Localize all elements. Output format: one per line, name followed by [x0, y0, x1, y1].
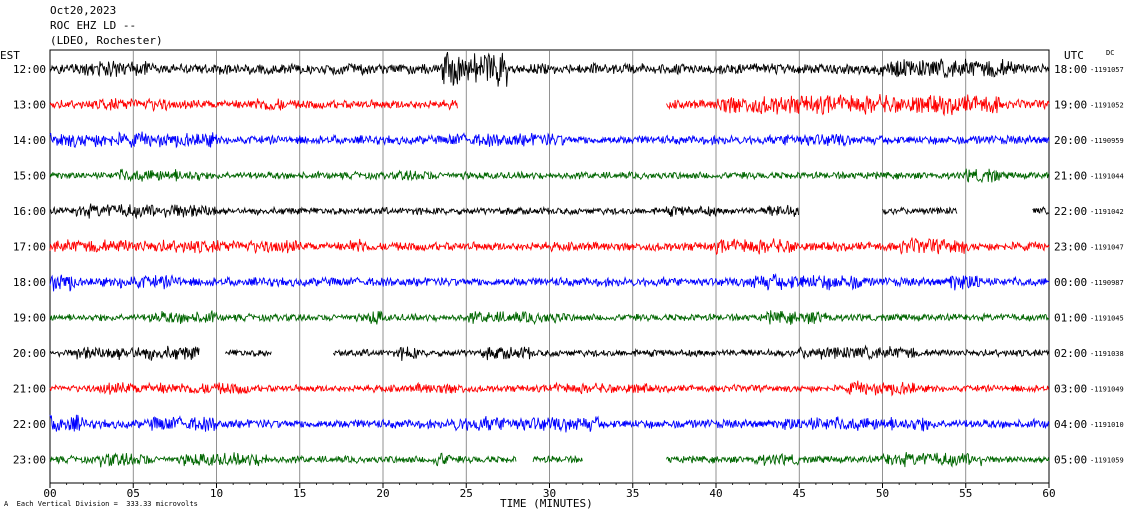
x-tick-label: 15	[293, 487, 306, 500]
dc-axis-label: DC	[1106, 49, 1115, 57]
est-hour-label: 19:00	[13, 312, 46, 325]
utc-hour-label: 19:00	[1054, 99, 1087, 112]
trace-line	[49, 310, 1050, 326]
trace-line	[49, 168, 1050, 184]
dc-offset-label: -1190987	[1090, 279, 1124, 287]
x-tick-label: 10	[210, 487, 223, 500]
trace-line	[49, 272, 1050, 292]
est-hour-label: 14:00	[13, 134, 46, 147]
scale-footnote: A Each Vertical Division = 333.33 microv…	[4, 500, 198, 508]
est-hour-label: 13:00	[13, 99, 46, 112]
dc-offset-label: -1191010	[1090, 421, 1124, 429]
trace-line	[49, 131, 1050, 149]
x-tick-label: 55	[959, 487, 972, 500]
est-hour-label: 23:00	[13, 454, 46, 467]
trace-line	[49, 237, 1050, 256]
utc-hour-label: 21:00	[1054, 170, 1087, 183]
x-tick-label: 35	[626, 487, 639, 500]
trace-line	[49, 94, 1050, 117]
dc-offset-label: -1190959	[1090, 137, 1124, 145]
trace-line	[49, 203, 1050, 220]
x-tick-label: 60	[1042, 487, 1055, 500]
est-hour-label: 20:00	[13, 347, 46, 360]
footnote-mark: A	[4, 500, 9, 508]
est-hour-label: 18:00	[13, 276, 46, 289]
dc-offset-label: -1191045	[1090, 315, 1124, 323]
utc-hour-label: 22:00	[1054, 205, 1087, 218]
dc-offset-label: -1191044	[1090, 173, 1124, 181]
utc-hour-label: 18:00	[1054, 63, 1087, 76]
utc-hour-label: 00:00	[1054, 276, 1087, 289]
dc-offset-label: -1191059	[1090, 457, 1124, 465]
utc-hour-label: 23:00	[1054, 241, 1087, 254]
footnote-text: Each Vertical Division = 333.33 microvol…	[16, 500, 198, 508]
dc-offset-label: -1191042	[1090, 208, 1124, 216]
utc-hour-label: 04:00	[1054, 418, 1087, 431]
trace-line	[49, 344, 1050, 361]
dc-offset-label: -1191047	[1090, 244, 1124, 252]
plot-date: Oct20,2023	[50, 4, 117, 17]
utc-hour-label: 03:00	[1054, 383, 1087, 396]
utc-hour-label: 02:00	[1054, 347, 1087, 360]
utc-hour-label: 01:00	[1054, 312, 1087, 325]
x-tick-label: 20	[376, 487, 389, 500]
est-hour-label: 15:00	[13, 170, 46, 183]
utc-hour-label: 05:00	[1054, 454, 1087, 467]
dc-offset-label: -1191057	[1090, 66, 1124, 74]
x-tick-label: 25	[460, 487, 473, 500]
est-hour-label: 17:00	[13, 241, 46, 254]
dc-offset-label: -1191049	[1090, 386, 1124, 394]
est-axis-label: EST	[0, 49, 20, 62]
est-hour-label: 16:00	[13, 205, 46, 218]
x-tick-label: 30	[543, 487, 556, 500]
x-tick-label: 45	[793, 487, 806, 500]
network-name: (LDEO, Rochester)	[50, 34, 163, 47]
x-axis-title: TIME (MINUTES)	[500, 497, 593, 510]
x-tick-label: 40	[709, 487, 722, 500]
trace-line	[49, 452, 1050, 468]
utc-axis-label: UTC	[1064, 49, 1084, 62]
dc-offset-label: -1191052	[1090, 102, 1124, 110]
est-hour-label: 12:00	[13, 63, 46, 76]
est-hour-label: 22:00	[13, 418, 46, 431]
station-code: ROC EHZ LD --	[50, 19, 137, 32]
trace-line	[49, 51, 1050, 87]
trace-line	[49, 380, 1050, 397]
dc-offset-label: -1191038	[1090, 350, 1124, 358]
x-tick-label: 05	[127, 487, 140, 500]
trace-line	[49, 414, 1050, 433]
x-tick-label: 00	[43, 487, 56, 500]
utc-hour-label: 20:00	[1054, 134, 1087, 147]
x-tick-label: 50	[876, 487, 889, 500]
est-hour-label: 21:00	[13, 383, 46, 396]
